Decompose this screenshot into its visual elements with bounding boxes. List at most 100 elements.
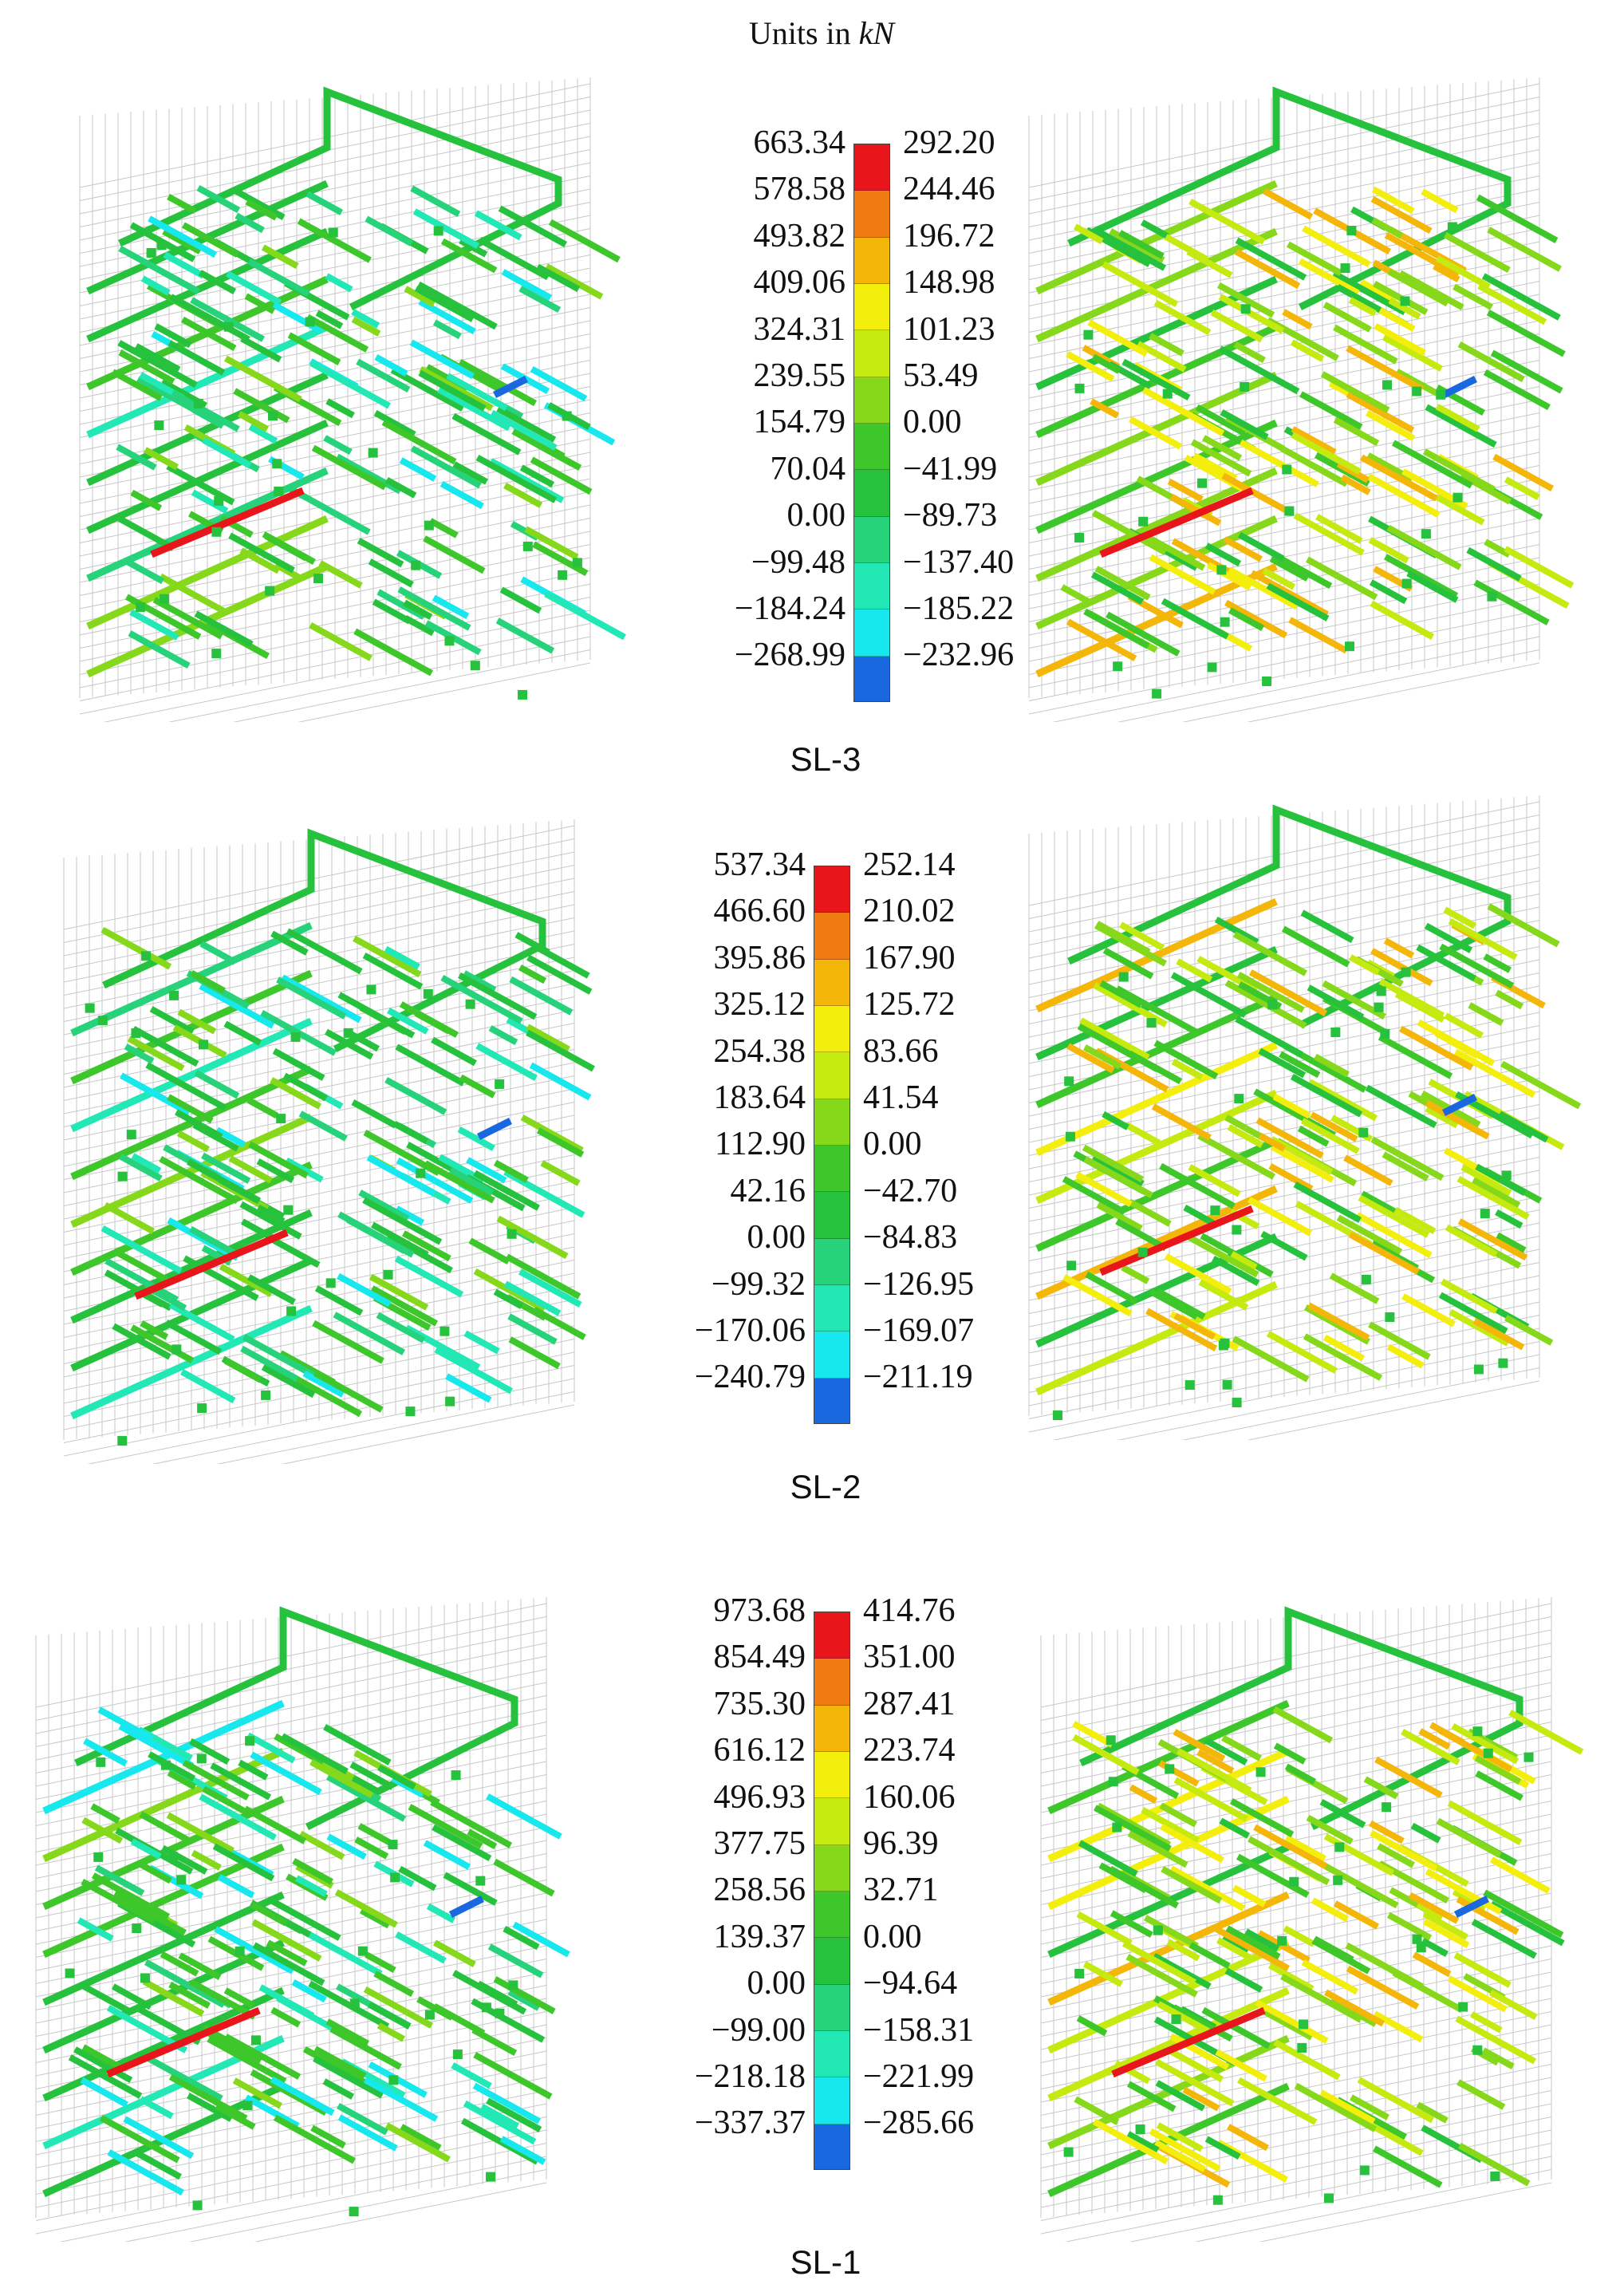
legend-swatch [814,1938,849,1985]
legend-value: 0.00 [903,404,962,441]
legend-value: 0.00 [863,1126,922,1163]
colored-beams [1047,1606,1584,2205]
legend-value: −158.31 [863,2011,975,2049]
legend-value: −126.95 [863,1265,975,1303]
legend-value: 377.75 [713,1825,806,1862]
model-right-sl3 [1013,44,1587,722]
legend-value: 351.00 [863,1639,956,1676]
legend-value: 252.14 [863,846,956,883]
legend-value: 210.02 [863,893,956,930]
case-label-sl2: SL-2 [790,1468,861,1505]
legend-value: 148.98 [903,264,995,302]
legend-swatch [814,959,849,1006]
legend-value: 292.20 [903,124,995,161]
legend-swatch [854,562,889,610]
legend-value: −42.70 [863,1172,958,1209]
legend-value: −99.32 [711,1265,806,1303]
legend-value: 578.58 [753,171,846,208]
legend-swatch [854,237,889,284]
legend-value: 223.74 [863,1732,956,1769]
legend-value: 42.16 [730,1172,806,1209]
legend-value: 244.46 [903,171,995,208]
units-caption: Units in kN [670,14,973,52]
legend-value: 125.72 [863,986,956,1024]
case-label-sl3: SL-3 [790,740,861,778]
legend-swatch [814,2077,849,2124]
legend-value: 395.86 [713,939,806,976]
legend-swatch [854,283,889,331]
legend-swatch [814,1284,849,1332]
legend-value: 70.04 [770,450,846,487]
frame-model-diagram [79,77,626,722]
legend-value: −337.37 [694,2105,806,2142]
legend-value: 537.34 [713,846,806,883]
legend-value: 254.38 [713,1032,806,1070]
legend-value: 0.00 [747,1965,806,2002]
frame-model-diagram [1028,77,1575,722]
legend-value: −99.00 [711,2011,806,2049]
legend-value: 53.49 [903,357,979,394]
legend-value: 0.00 [786,497,846,535]
legend-value: −240.79 [694,1359,806,1396]
model-left-sl1 [20,1564,594,2242]
legend-value: 112.90 [715,1126,806,1163]
legend-value: 466.60 [713,893,806,930]
model-left-sl2 [48,786,622,1464]
legend-value: −84.83 [863,1219,958,1256]
legend-swatch [814,1798,849,1845]
legend-swatch [814,1844,849,1892]
legend-swatch [854,610,889,657]
legend-swatch [814,1612,849,1659]
colored-beams [1035,804,1582,1421]
legend-value: 663.34 [753,124,846,161]
legend-value: 101.23 [903,310,995,348]
legend-value: −268.99 [734,637,846,674]
legend-value: 0.00 [747,1219,806,1256]
units-prefix: Units in [748,15,859,51]
colored-beams [1035,86,1575,699]
legend-value: 325.12 [713,986,806,1024]
wireframe-grid [35,1597,547,2242]
legend-value: −185.22 [903,590,1015,627]
legend-swatch [814,1891,849,1939]
legend-swatch [814,1378,849,1423]
legend-value: −137.40 [903,543,1015,581]
legend-value: −41.99 [903,450,998,487]
case-label-sl1: SL-1 [790,2243,861,2281]
legend-value: 0.00 [863,1918,922,1955]
legend-value: 854.49 [713,1639,806,1676]
model-right-sl2 [1013,762,1587,1440]
model-right-sl1 [1025,1564,1599,2242]
legend-swatch [814,1192,849,1239]
legend-value: −99.48 [751,543,846,581]
legend-color-bar [814,866,850,1424]
legend-swatch [814,913,849,960]
legend-swatch [854,377,889,424]
colored-beams [86,86,626,700]
legend-value: 96.39 [863,1825,939,1862]
legend-value: 258.56 [713,1872,806,1909]
model-left-sl3 [64,44,638,722]
legend-value: 160.06 [863,1778,956,1816]
legend-swatch [814,1145,849,1193]
legend-value: 735.30 [713,1685,806,1722]
legend-value: 83.66 [863,1032,939,1070]
legend-value: −170.06 [694,1312,806,1349]
legend-swatch [854,470,889,517]
legend-value: 239.55 [753,357,846,394]
legend-value: 324.31 [753,310,846,348]
legend-value: −221.99 [863,2058,975,2095]
units-unit: kN [858,15,895,51]
legend-value: 414.76 [863,1592,956,1629]
legend-swatch [854,191,889,238]
legend-swatch [814,1099,849,1146]
legend-swatch [814,1984,849,2031]
legend-value: 139.37 [713,1918,806,1955]
legend-swatch [854,330,889,377]
legend-value: 493.82 [753,217,846,254]
legend-value: 496.93 [713,1778,806,1816]
frame-model-diagram [35,1597,570,2242]
legend-swatch [814,866,849,913]
legend-value: 167.90 [863,939,956,976]
colored-beams [70,828,595,1446]
